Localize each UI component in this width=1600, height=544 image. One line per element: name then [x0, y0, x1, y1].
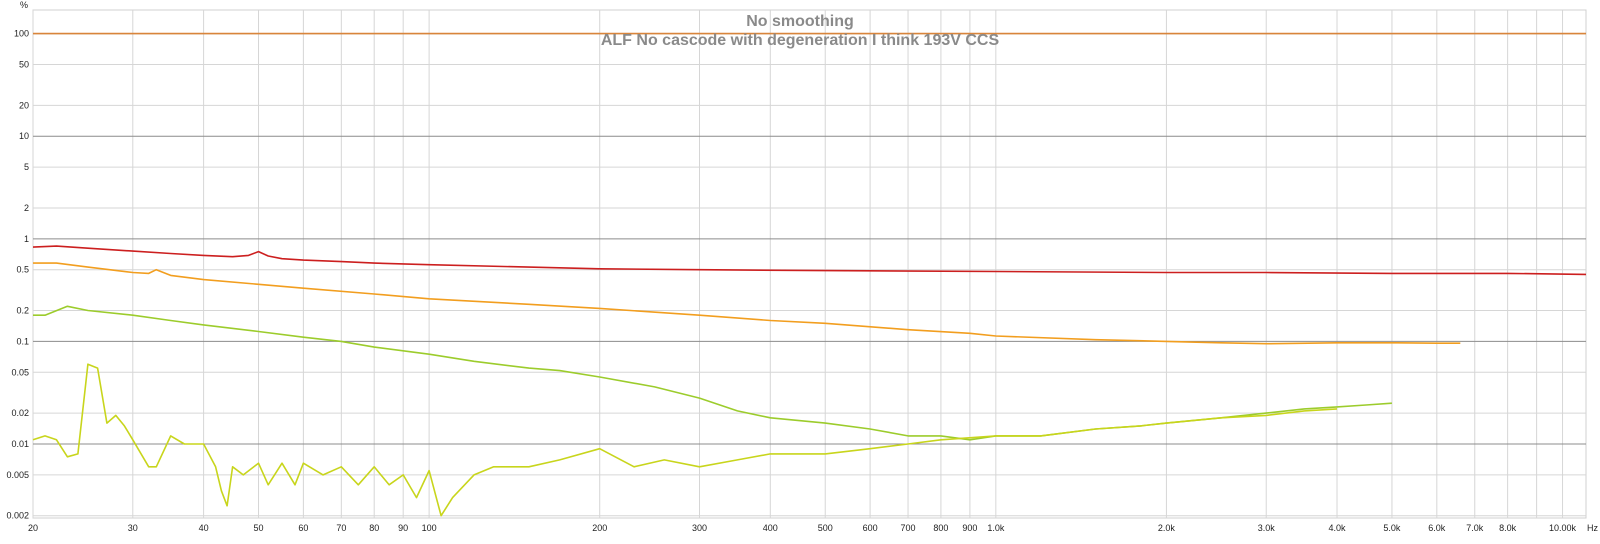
series-layer [32, 32, 1587, 517]
x-tick-label: 8.0k [1499, 523, 1517, 533]
x-tick-label: 700 [901, 523, 916, 533]
y-tick-label: 0.2 [16, 306, 29, 316]
chart-title: No smoothing [746, 13, 854, 30]
x-axis: 20 30 40 50 60 70 80 90 100 200 300 400 500 600 700 800… [28, 523, 1599, 533]
x-axis-label: Hz [1587, 523, 1598, 533]
series-line-3 [33, 262, 1461, 345]
x-tick-label: 600 [863, 523, 878, 533]
series-line-2 [32, 245, 1587, 276]
x-tick-label: 3.0k [1258, 523, 1276, 533]
y-tick-label: 50 [19, 60, 29, 70]
x-tick-label: 30 [128, 523, 138, 533]
y-tick-label: 100 [14, 29, 29, 39]
y-tick-label: 1 [24, 234, 29, 244]
x-tick-label: 7.0k [1466, 523, 1484, 533]
x-tick-label: 1.0k [987, 523, 1005, 533]
x-tick-label: 200 [592, 523, 607, 533]
chart-subtitle: ALF No cascode with degeneration I think… [601, 32, 1000, 49]
y-axis-label: % [20, 0, 28, 10]
x-tick-label: 900 [962, 523, 977, 533]
x-tick-label: 100 [422, 523, 437, 533]
x-tick-label: 50 [254, 523, 264, 533]
y-tick-label: 0.005 [6, 470, 29, 480]
y-tick-label: 20 [19, 100, 29, 110]
plot-background [32, 9, 1587, 519]
x-tick-label: 4.0k [1329, 523, 1347, 533]
x-tick-label: 80 [369, 523, 379, 533]
y-tick-label: 5 [24, 162, 29, 172]
y-tick-label: 0.05 [11, 367, 29, 377]
x-tick-label: 6.0k [1428, 523, 1446, 533]
y-tick-label: 0.5 [16, 265, 29, 275]
y-tick-label: 2 [24, 203, 29, 213]
x-tick-label: 10.00k [1549, 523, 1577, 533]
x-tick-label: 5.0k [1383, 523, 1401, 533]
y-tick-label: 0.01 [11, 439, 29, 449]
x-tick-label: 60 [298, 523, 308, 533]
x-tick-label: 70 [336, 523, 346, 533]
x-tick-label: 20 [28, 523, 38, 533]
y-tick-label: 0.002 [6, 511, 29, 521]
y-axis: 100 50 20 10 5 2 1 0.5 0.2 0.1 0.05 0.02 0.01 0.005 0.… [6, 29, 29, 521]
grid [32, 10, 1586, 518]
y-tick-label: 0.1 [16, 336, 29, 346]
y-tick-label: 0.02 [11, 408, 29, 418]
x-tick-label: 2.0k [1158, 523, 1176, 533]
x-tick-label: 90 [398, 523, 408, 533]
y-tick-label: 10 [19, 131, 29, 141]
x-tick-label: 400 [763, 523, 778, 533]
series-line-5 [32, 363, 1338, 517]
x-tick-label: 800 [933, 523, 948, 533]
x-tick-label: 300 [692, 523, 707, 533]
x-tick-label: 500 [818, 523, 833, 533]
x-tick-label: 40 [199, 523, 209, 533]
